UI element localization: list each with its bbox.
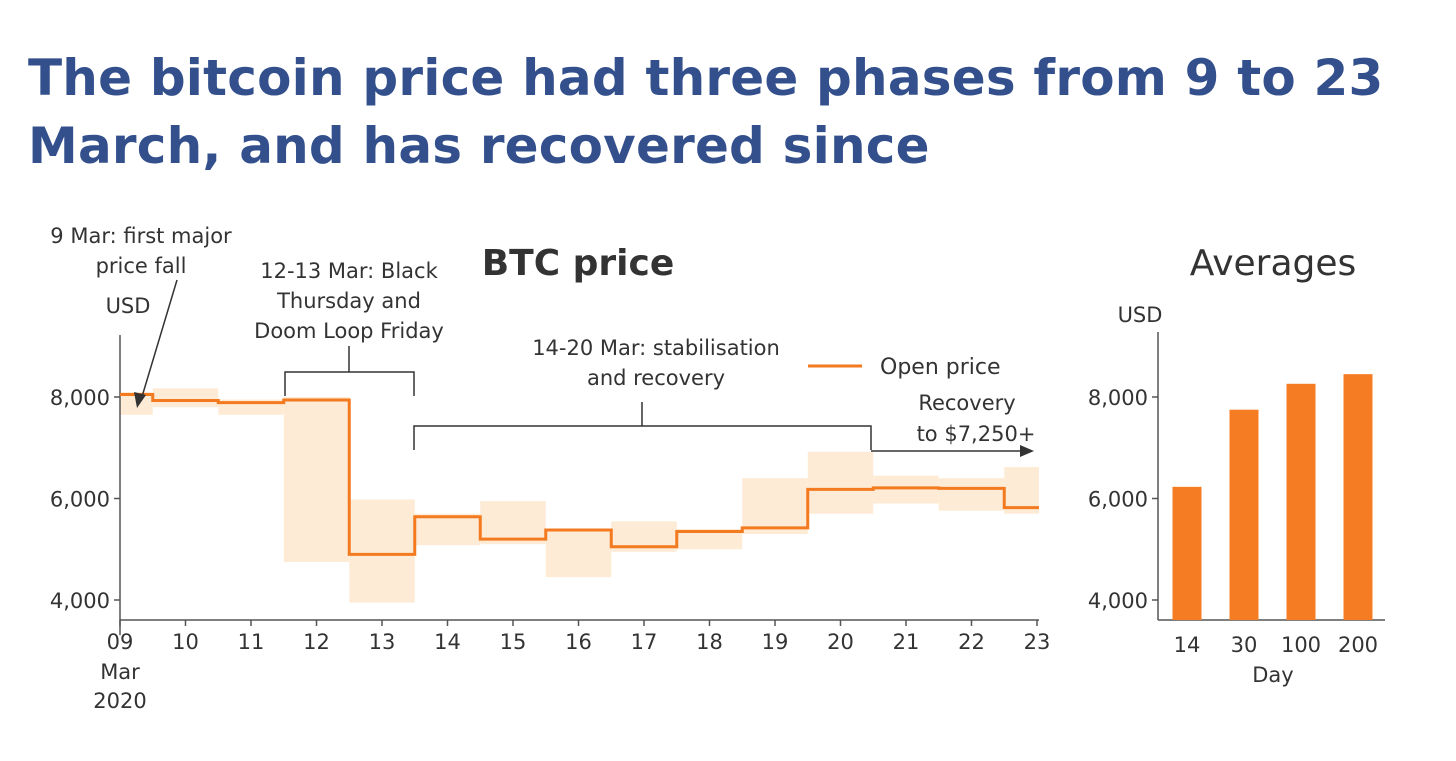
annotation-12-13-line-1: 12-13 Mar: Black [260,259,438,283]
range-band [938,478,1005,511]
btc-y-ticks: 4,000 6,000 8,000 [50,386,120,613]
annotation-recovery-line-2: to $7,250+ [917,422,1036,446]
annotation-12-13-mar: 12-13 Mar: Black Thursday and Doom Loop … [254,259,444,396]
range-band [742,478,808,535]
averages-bars [1172,374,1373,620]
annotation-14-20-bracket [413,402,872,450]
range-band [480,501,546,545]
x-tick-label: 14 [1174,633,1201,657]
legend: Open price [808,355,1001,380]
averages-y-axis-label: USD [1118,303,1163,327]
x-tick-label: 16 [565,630,592,654]
annotation-9-mar-arrow [140,279,178,401]
annotation-9-mar-line-2: price fall [96,254,187,278]
daily-range-bands [120,388,1039,603]
legend-label-open-price: Open price [880,355,1001,380]
range-band [545,528,612,578]
y-tick-label: 6,000 [50,488,110,512]
x-tick-sublabel: Mar [100,660,140,684]
annotation-recovery: Recovery to $7,250+ [871,391,1035,457]
btc-x-ticks: 09 10 11 12 13 14 15 16 17 18 19 20 21 22 23 Mar 2020 [93,620,1050,713]
x-tick-label: 12 [303,630,330,654]
btc-chart-title: BTC price [482,243,675,284]
x-tick-label: 100 [1281,633,1321,657]
x-tick-label: 10 [172,630,199,654]
averages-chart-title: Averages [1190,243,1357,284]
btc-axes [119,335,1039,636]
range-band [807,451,874,514]
annotation-14-20-mar: 14-20 Mar: stabilisation and recovery [413,336,872,450]
averages-x-axis-label: Day [1252,663,1293,687]
annotation-12-13-line-2: Thursday and [276,289,421,313]
x-tick-label: 23 [1024,630,1051,654]
x-tick-label: 30 [1231,633,1258,657]
annotation-14-20-line-1: 14-20 Mar: stabilisation [532,336,780,360]
annotation-14-20-line-2: and recovery [587,366,725,390]
arrowhead-icon [134,392,146,408]
btc-price-chart: BTC price USD 4,000 6,000 8,000 09 10 11 12 13… [50,224,1050,713]
annotation-9-mar: 9 Mar: first major price fall [50,224,232,408]
x-tick-label: 13 [369,630,396,654]
range-band [283,397,350,562]
x-tick-label: 09 [107,630,134,654]
annotation-9-mar-line-1: 9 Mar: first major [50,224,232,248]
averages-x-ticks: 14 30 100 200 [1174,633,1378,657]
x-tick-label: 200 [1338,633,1378,657]
x-tick-label: 15 [500,630,527,654]
bar-30 [1229,409,1259,620]
range-band [1004,467,1039,514]
y-tick-label: 4,000 [50,589,110,613]
y-tick-label: 8,000 [50,386,110,410]
range-band [349,499,415,603]
x-tick-label: 14 [434,630,461,654]
annotation-12-13-bracket [284,346,415,396]
x-tick-label: 19 [762,630,789,654]
range-band [676,528,743,550]
x-tick-sublabel: 2020 [93,689,146,713]
range-band [152,388,219,408]
bar-14 [1172,486,1202,620]
headline: The bitcoin price had three phases from … [28,49,1384,175]
x-tick-label: 21 [893,630,920,654]
y-tick-label: 8,000 [1088,386,1148,410]
range-band [873,475,939,504]
x-tick-label: 20 [827,630,854,654]
bar-200 [1343,374,1373,620]
range-band [414,513,481,546]
open-price-line [120,392,1039,556]
annotation-12-13-line-3: Doom Loop Friday [254,319,444,343]
y-tick-label: 4,000 [1088,589,1148,613]
averages-y-ticks: 4,000 6,000 8,000 [1088,386,1158,613]
annotation-recovery-line-1: Recovery [918,391,1015,415]
x-tick-label: 11 [238,630,265,654]
arrowhead-icon [1020,445,1034,457]
x-tick-label: 18 [696,630,723,654]
bar-100 [1286,383,1316,620]
x-tick-label: 17 [631,630,658,654]
y-tick-label: 6,000 [1088,488,1148,512]
btc-y-axis-label: USD [106,294,151,318]
x-tick-label: 22 [958,630,985,654]
